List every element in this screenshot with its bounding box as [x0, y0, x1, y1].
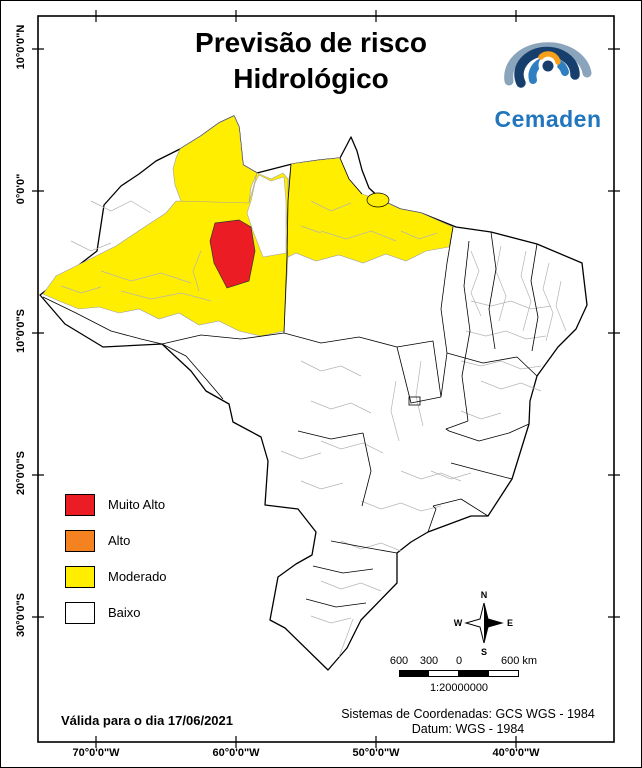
x-axis-label-70w: 70°0'0"W [72, 747, 120, 759]
y-axis-label-10s: 10°0'0"S [15, 308, 27, 354]
cemaden-logo: Cemaden [475, 29, 621, 133]
cemaden-logo-icon [504, 42, 592, 88]
legend-swatch-baixo [65, 601, 95, 624]
page-title-line2: Hidrológico [233, 63, 389, 95]
region-moderado-roraima [172, 115, 258, 207]
legend-item-moderado: Moderado [65, 565, 167, 588]
scale-bar-segments [399, 670, 519, 677]
legend-swatch-moderado [65, 565, 95, 588]
legend-label: Alto [108, 533, 131, 548]
scale-label-0: 0 [455, 655, 463, 667]
legend-swatch-muito-alto [65, 493, 95, 516]
cemaden-wordmark: Cemaden [494, 106, 602, 132]
scale-label-600-right: 600 km [500, 655, 538, 667]
y-axis-label-30s: 30°0'0"S [15, 592, 27, 638]
coordinate-system-note: Sistemas de Coordenadas: GCS WGS - 1984 … [323, 707, 613, 737]
compass-rose: N S W E [454, 590, 513, 657]
legend-label: Muito Alto [108, 497, 166, 512]
compass-south-label: S [481, 647, 487, 657]
distrito-federal-outline [408, 396, 421, 406]
scale-bar: 600 300 0 600 km 1:20000000 [390, 655, 572, 697]
y-axis-label-20s: 20°0'0"S [15, 450, 27, 496]
scale-label-600-left: 600 [389, 655, 409, 667]
x-axis-label-60w: 60°0'0"W [212, 747, 260, 759]
page-title-line1: Previsão de risco [195, 27, 427, 58]
y-axis-label-0: 0°0'0" [15, 173, 27, 205]
legend-swatch-alto [65, 529, 95, 552]
legend-item-muito-alto: Muito Alto [65, 493, 167, 516]
coordinate-system-line2: Datum: WGS - 1984 [411, 722, 525, 736]
legend-item-baixo: Baixo [65, 601, 167, 624]
marajo-island [366, 192, 390, 208]
y-axis-label-10n: 10°0'0"N [15, 24, 27, 70]
state-boundaries [42, 157, 539, 608]
x-axis-label-50w: 50°0'0"W [352, 747, 400, 759]
map-frame [37, 15, 615, 743]
scale-label-300: 300 [419, 655, 439, 667]
scale-segment [399, 670, 429, 677]
compass-east-label: E [507, 618, 513, 628]
legend-item-alto: Alto [65, 529, 167, 552]
risk-legend: Muito Alto Alto Moderado Baixo [65, 493, 167, 637]
legend-label: Moderado [108, 569, 167, 584]
municipality-boundaries [60, 200, 567, 658]
legend-label: Baixo [108, 605, 141, 620]
compass-west-label: W [454, 618, 463, 628]
scale-segment [459, 670, 489, 677]
scale-segment [429, 670, 459, 677]
validity-note: Válida para o dia 17/06/2021 [61, 713, 233, 728]
compass-north-label: N [481, 590, 488, 600]
region-muito-alto [209, 219, 256, 289]
scale-ratio: 1:20000000 [429, 682, 489, 694]
x-axis-label-40w: 40°0'0"W [492, 747, 540, 759]
scale-segment [489, 670, 519, 677]
coordinate-system-line1: Sistemas de Coordenadas: GCS WGS - 1984 [341, 707, 595, 721]
region-moderado-para [285, 157, 454, 264]
page-title: Previsão de risco Hidrológico [131, 25, 491, 98]
compass-star-dark-half [484, 603, 502, 643]
region-baixo-notch [246, 174, 287, 258]
